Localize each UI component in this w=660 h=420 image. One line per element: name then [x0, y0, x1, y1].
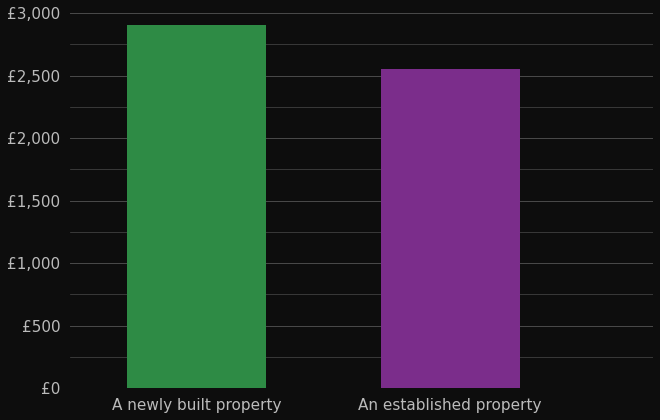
Bar [381, 69, 520, 388]
Bar [127, 26, 267, 389]
